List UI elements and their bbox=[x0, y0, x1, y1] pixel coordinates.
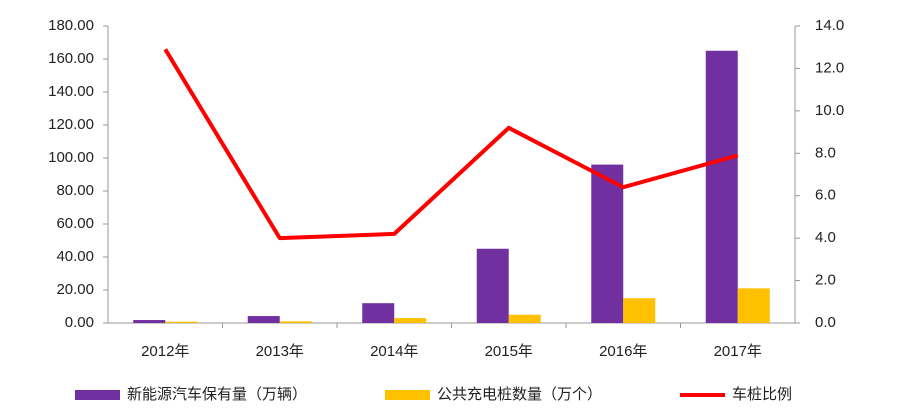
y-tick-label: 40.00 bbox=[56, 248, 94, 265]
y-tick-label: 60.00 bbox=[56, 215, 94, 232]
y-tick-label: 0.00 bbox=[65, 314, 94, 331]
bar bbox=[737, 288, 770, 323]
bar bbox=[591, 164, 624, 323]
bar bbox=[623, 298, 656, 323]
x-tick-label: 2017年 bbox=[714, 343, 762, 360]
bar bbox=[362, 303, 395, 323]
legend-label: 新能源汽车保有量（万辆） bbox=[127, 386, 307, 403]
legend-swatch bbox=[385, 390, 430, 400]
x-tick-label: 2012年 bbox=[141, 343, 189, 360]
y-tick-label: 80.00 bbox=[56, 182, 94, 199]
y2-tick-label: 14.0 bbox=[815, 17, 844, 34]
bar bbox=[508, 314, 541, 323]
y2-tick-label: 8.0 bbox=[815, 144, 836, 161]
legend-label: 车桩比例 bbox=[732, 386, 792, 403]
y2-tick-label: 10.0 bbox=[815, 102, 844, 119]
x-tick-label: 2013年 bbox=[256, 343, 304, 360]
legend-swatch bbox=[75, 390, 120, 400]
bar bbox=[165, 321, 198, 323]
x-tick-label: 2016年 bbox=[599, 343, 647, 360]
line bbox=[163, 48, 739, 241]
y-tick-label: 20.00 bbox=[56, 281, 94, 298]
y2-tick-label: 6.0 bbox=[815, 187, 836, 204]
y2-tick-label: 2.0 bbox=[815, 272, 836, 289]
legend-label: 公共充电桩数量（万个） bbox=[437, 386, 602, 403]
bar bbox=[279, 321, 312, 323]
bar bbox=[476, 248, 509, 323]
y-tick-label: 160.00 bbox=[48, 50, 94, 67]
y-tick-label: 180.00 bbox=[48, 17, 94, 34]
bar bbox=[247, 316, 280, 323]
y-tick-label: 120.00 bbox=[48, 116, 94, 133]
bar bbox=[394, 318, 427, 323]
x-tick-label: 2014年 bbox=[370, 343, 418, 360]
y2-tick-label: 12.0 bbox=[815, 59, 844, 76]
y2-tick-label: 4.0 bbox=[815, 229, 836, 246]
x-tick-label: 2015年 bbox=[485, 343, 533, 360]
y-tick-label: 140.00 bbox=[48, 83, 94, 100]
bar bbox=[133, 320, 166, 323]
y-tick-label: 100.00 bbox=[48, 149, 94, 166]
bar bbox=[705, 50, 738, 323]
y2-tick-label: 0.0 bbox=[815, 314, 836, 331]
